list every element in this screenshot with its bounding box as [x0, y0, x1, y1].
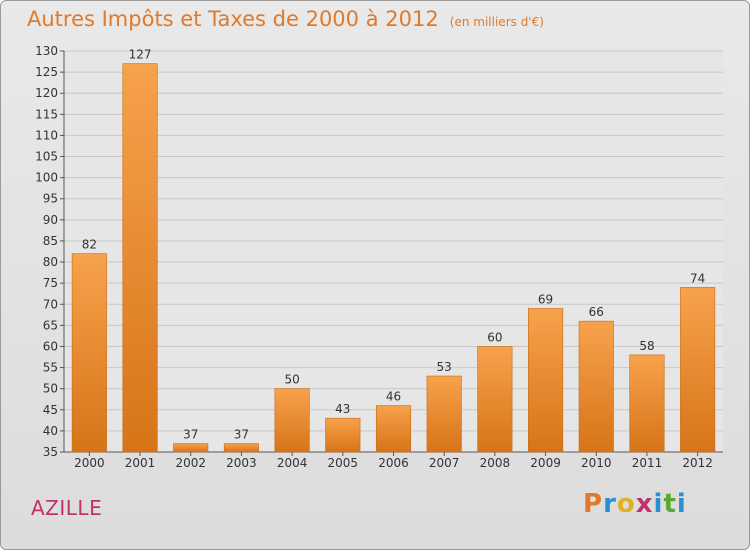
data-label: 60 [487, 330, 502, 344]
x-tick-label: 2009 [530, 456, 561, 470]
bar-2004[interactable] [274, 388, 310, 453]
x-tick-label: 2005 [328, 456, 359, 470]
y-tick-label: 35 [43, 445, 58, 459]
data-label: 37 [183, 428, 198, 442]
bar-2008[interactable] [477, 346, 513, 453]
x-tick-label: 2008 [480, 456, 511, 470]
data-label: 37 [234, 428, 249, 442]
y-tick-label: 110 [35, 128, 58, 142]
bar-2005[interactable] [325, 417, 361, 453]
y-tick-label: 130 [35, 44, 58, 58]
axis-layer: 35 40 45 50 55 60 65 70 75 80 85 90 95 100 105 110 115 12… [35, 44, 723, 470]
logo-letter: t [663, 489, 677, 519]
y-tick-label: 40 [43, 424, 58, 438]
logo-letter: P [583, 489, 604, 519]
data-label: 58 [639, 339, 654, 353]
x-tick-label: 2011 [632, 456, 663, 470]
label-layer: 82 127 37 37 50 43 46 53 60 69 66 58 74 [82, 48, 706, 442]
y-tick-label: 100 [35, 171, 58, 185]
commune-name: AZILLE [31, 496, 103, 520]
bar-2003[interactable] [223, 443, 259, 453]
y-tick-label: 90 [43, 213, 58, 227]
y-tick-label: 70 [43, 297, 58, 311]
y-tick-label: 45 [43, 403, 58, 417]
x-tick-label: 2001 [125, 456, 156, 470]
data-label: 43 [335, 402, 350, 416]
bar-2011[interactable] [629, 354, 665, 453]
data-label: 50 [284, 373, 299, 387]
title-row: Autres Impôts et Taxes de 2000 à 2012 (e… [27, 7, 544, 31]
y-tick-label: 105 [35, 150, 58, 164]
bar-2001[interactable] [122, 63, 158, 453]
data-label: 82 [82, 238, 97, 252]
bar-2007[interactable] [426, 375, 462, 453]
y-tick-label: 120 [35, 86, 58, 100]
x-tick-label: 2010 [581, 456, 612, 470]
x-tick-label: 2012 [682, 456, 713, 470]
data-label: 74 [690, 271, 705, 285]
data-label: 53 [437, 360, 452, 374]
bar-2000[interactable] [71, 253, 107, 453]
bar-2002[interactable] [173, 443, 209, 453]
chart-title: Autres Impôts et Taxes de 2000 à 2012 [27, 7, 439, 31]
logo-letter: i [653, 489, 664, 519]
y-tick-label: 55 [43, 361, 58, 375]
data-label: 66 [589, 305, 604, 319]
y-tick-label: 50 [43, 382, 58, 396]
data-label: 46 [386, 390, 401, 404]
bar-2009[interactable] [528, 308, 564, 453]
bar-2006[interactable] [375, 405, 412, 453]
x-tick-label: 2003 [226, 456, 257, 470]
logo-letter: r [603, 489, 617, 519]
y-tick-label: 95 [43, 192, 58, 206]
y-tick-label: 85 [43, 234, 58, 248]
x-tick-label: 2000 [74, 456, 105, 470]
y-tick-label: 60 [43, 339, 58, 353]
bar-layer [71, 63, 716, 453]
data-label: 69 [538, 292, 553, 306]
logo-letter: i [676, 489, 687, 519]
y-tick-label: 80 [43, 255, 58, 269]
x-tick-label: 2004 [277, 456, 308, 470]
logo-letter: x [635, 489, 654, 519]
logo-letter: o [616, 489, 636, 519]
y-tick-label: 125 [35, 65, 58, 79]
x-tick-label: 2002 [175, 456, 206, 470]
proxiti-logo[interactable]: Proxiti [583, 489, 687, 519]
y-tick-label: 115 [35, 107, 58, 121]
data-label: 127 [129, 48, 152, 62]
x-tick-label: 2007 [429, 456, 460, 470]
x-tick-label: 2006 [378, 456, 409, 470]
y-tick-label: 65 [43, 318, 58, 332]
y-tick-label: 75 [43, 276, 58, 290]
bar-2010[interactable] [578, 320, 614, 453]
chart-unit: (en milliers d'€) [449, 15, 544, 29]
bar-2012[interactable] [680, 287, 716, 453]
